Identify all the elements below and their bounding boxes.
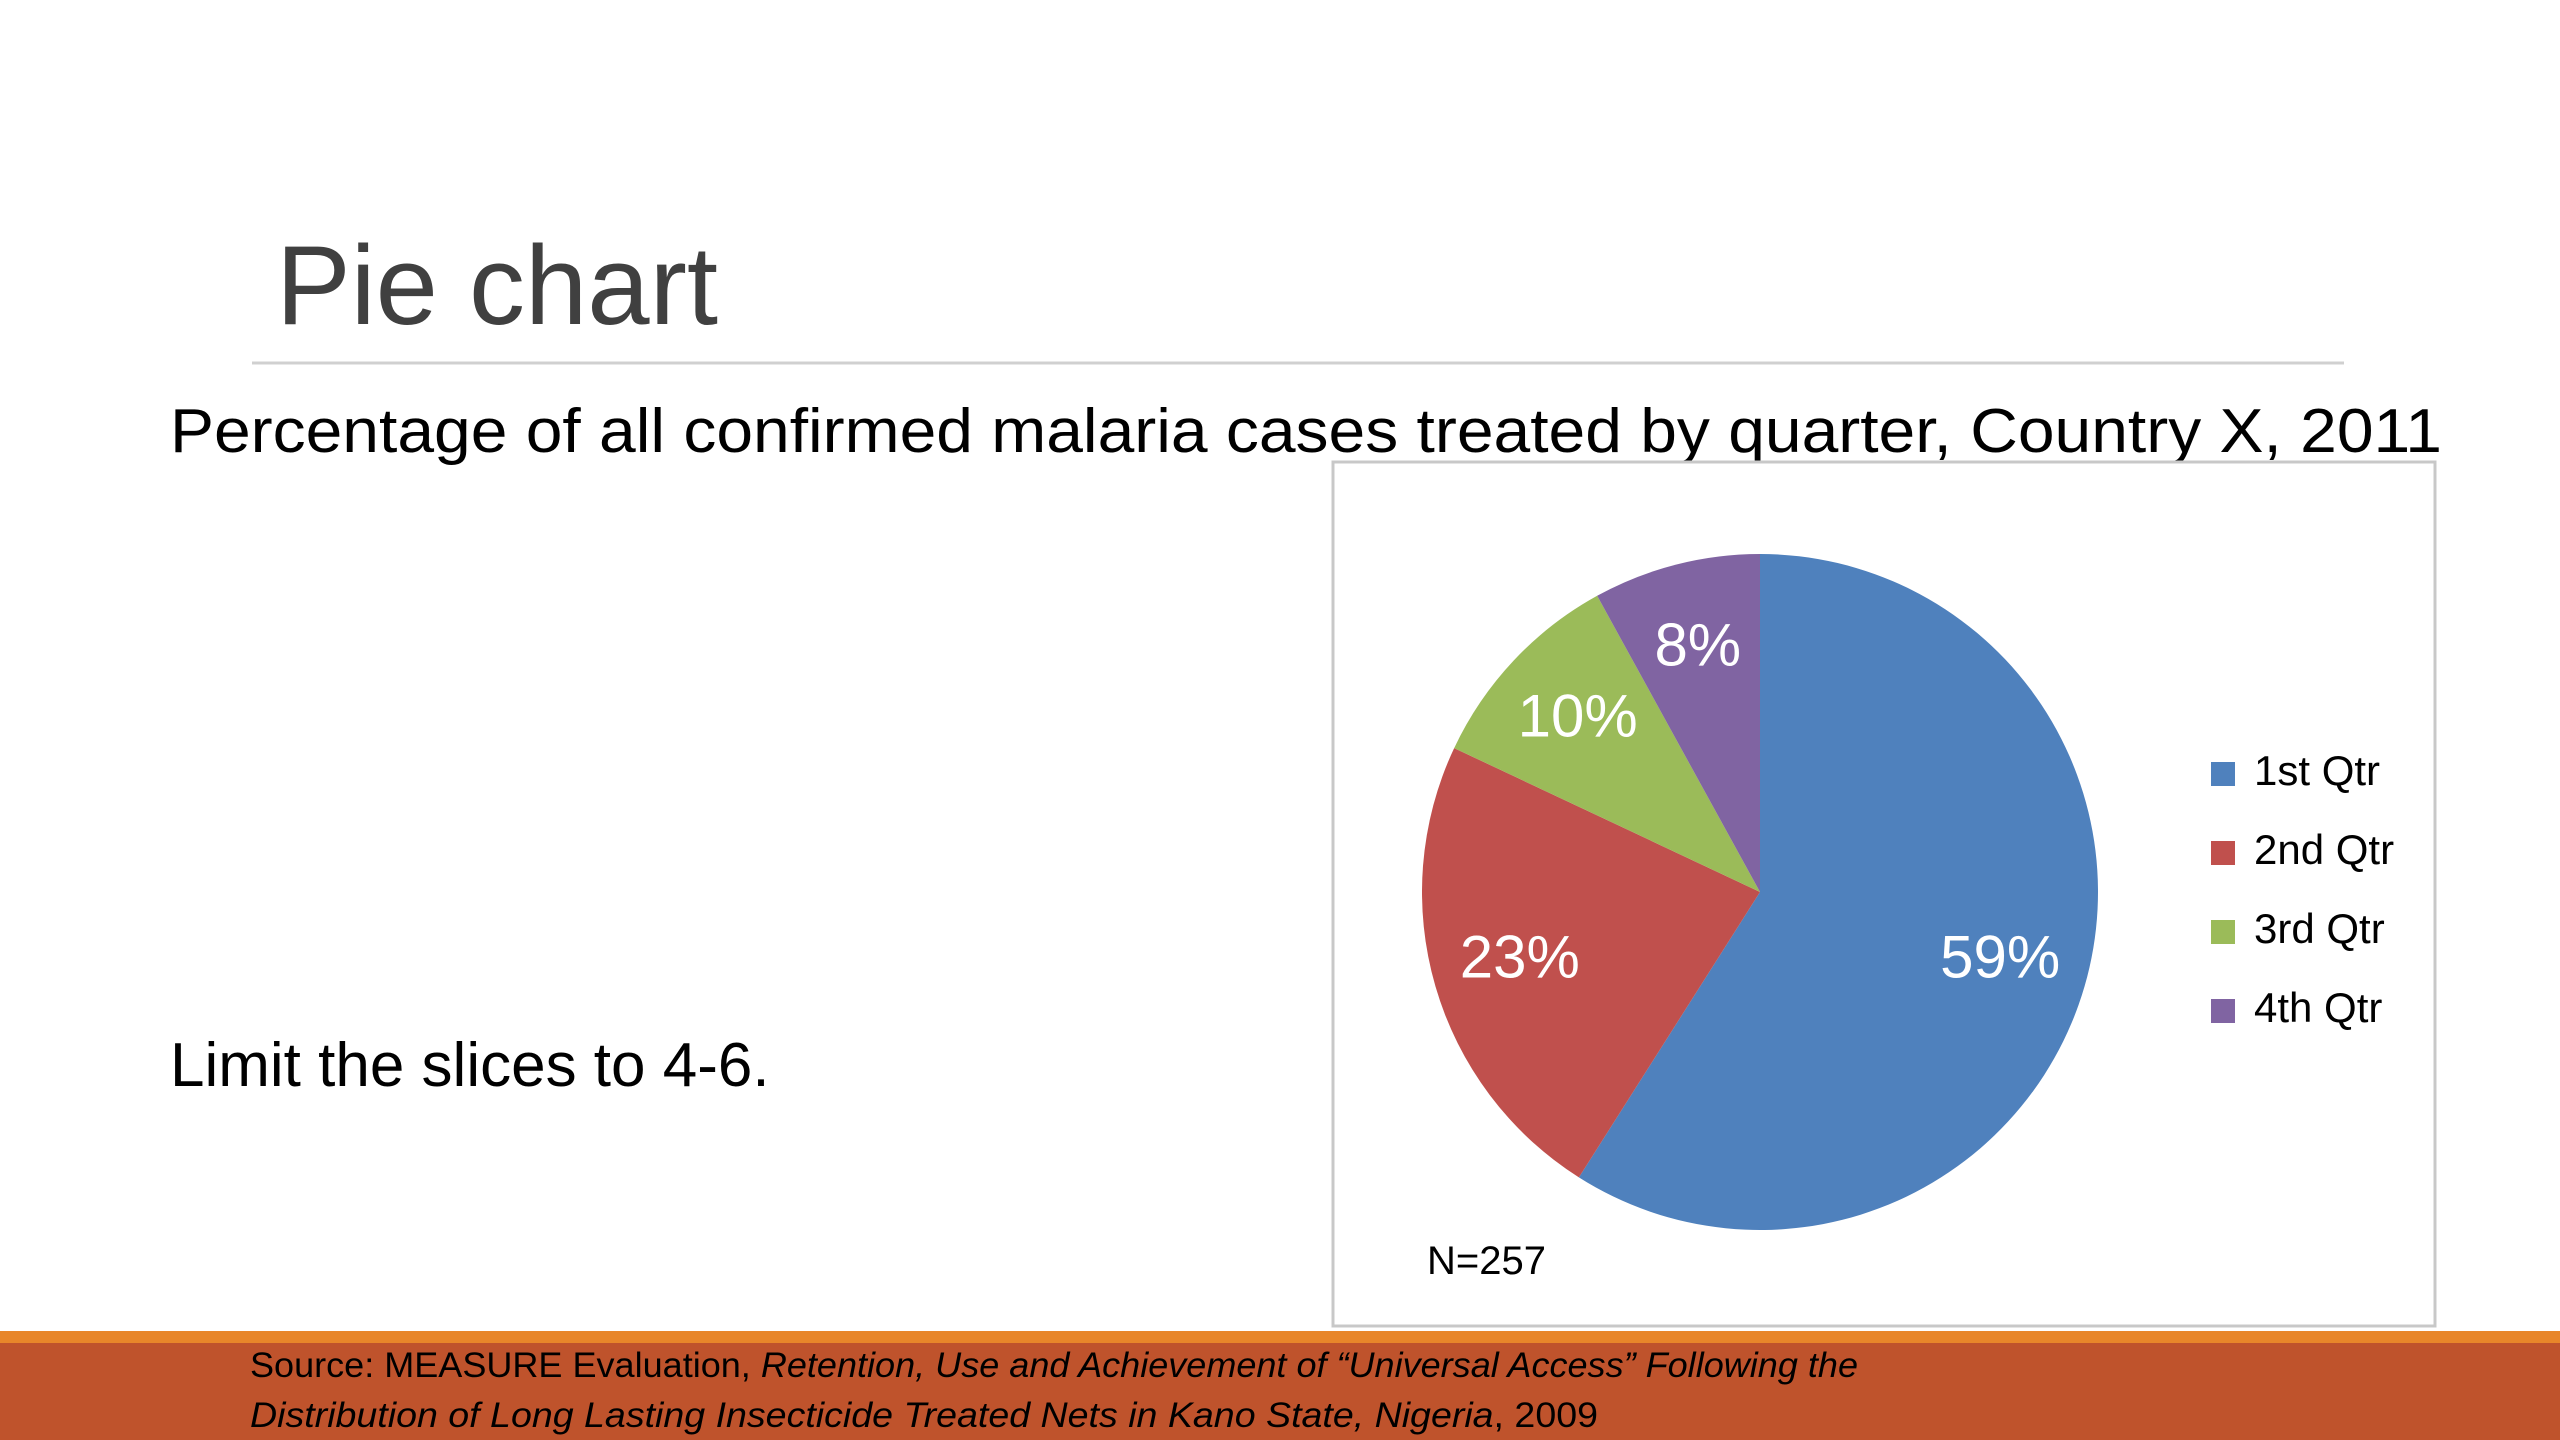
source-title: Distribution of Long Lasting Insecticide…	[250, 1396, 1494, 1435]
legend-label: 4th Qtr	[2254, 984, 2382, 1031]
pie-slice	[1422, 748, 1760, 1178]
source-text: Source: MEASURE Evaluation,	[250, 1346, 761, 1385]
legend-swatch	[2211, 999, 2235, 1023]
legend-label: 2nd Qtr	[2254, 826, 2394, 873]
slice-label: 10%	[1518, 683, 1638, 750]
legend-swatch	[2211, 920, 2235, 944]
chart-title: Percentage of all confirmed malaria case…	[170, 397, 2442, 466]
legend-label: 3rd Qtr	[2254, 905, 2385, 952]
slice-label: 23%	[1460, 924, 1580, 991]
source-title: Retention, Use and Achievement of “Unive…	[761, 1346, 1858, 1385]
slice-label: 59%	[1940, 924, 2060, 991]
source-line: Distribution of Long Lasting Insecticide…	[250, 1396, 1598, 1435]
pie-slice	[1454, 595, 1760, 892]
pie-slice	[1578, 554, 2098, 1230]
chart-annotation: N=257	[1427, 1239, 1546, 1283]
legend-label: 1st Qtr	[2254, 747, 2380, 794]
slice-label: 8%	[1654, 612, 1741, 679]
source-text: , 2009	[1494, 1396, 1598, 1435]
legend-swatch	[2211, 841, 2235, 865]
note: Limit the slices to 4-6.	[170, 1031, 770, 1100]
footer-stripe	[0, 1331, 2560, 1343]
pie-slice	[1597, 554, 1760, 892]
footer-bar	[0, 1343, 2560, 1440]
source-line: Source: MEASURE Evaluation, Retention, U…	[250, 1346, 1858, 1385]
legend-swatch	[2211, 762, 2235, 786]
pie-chart: 59% 23% 10%8% 1st Qtr 2nd Qtr 3rd Qtr 4th Qtr	[1422, 554, 2394, 1230]
slide-title: Pie chart	[276, 223, 718, 348]
